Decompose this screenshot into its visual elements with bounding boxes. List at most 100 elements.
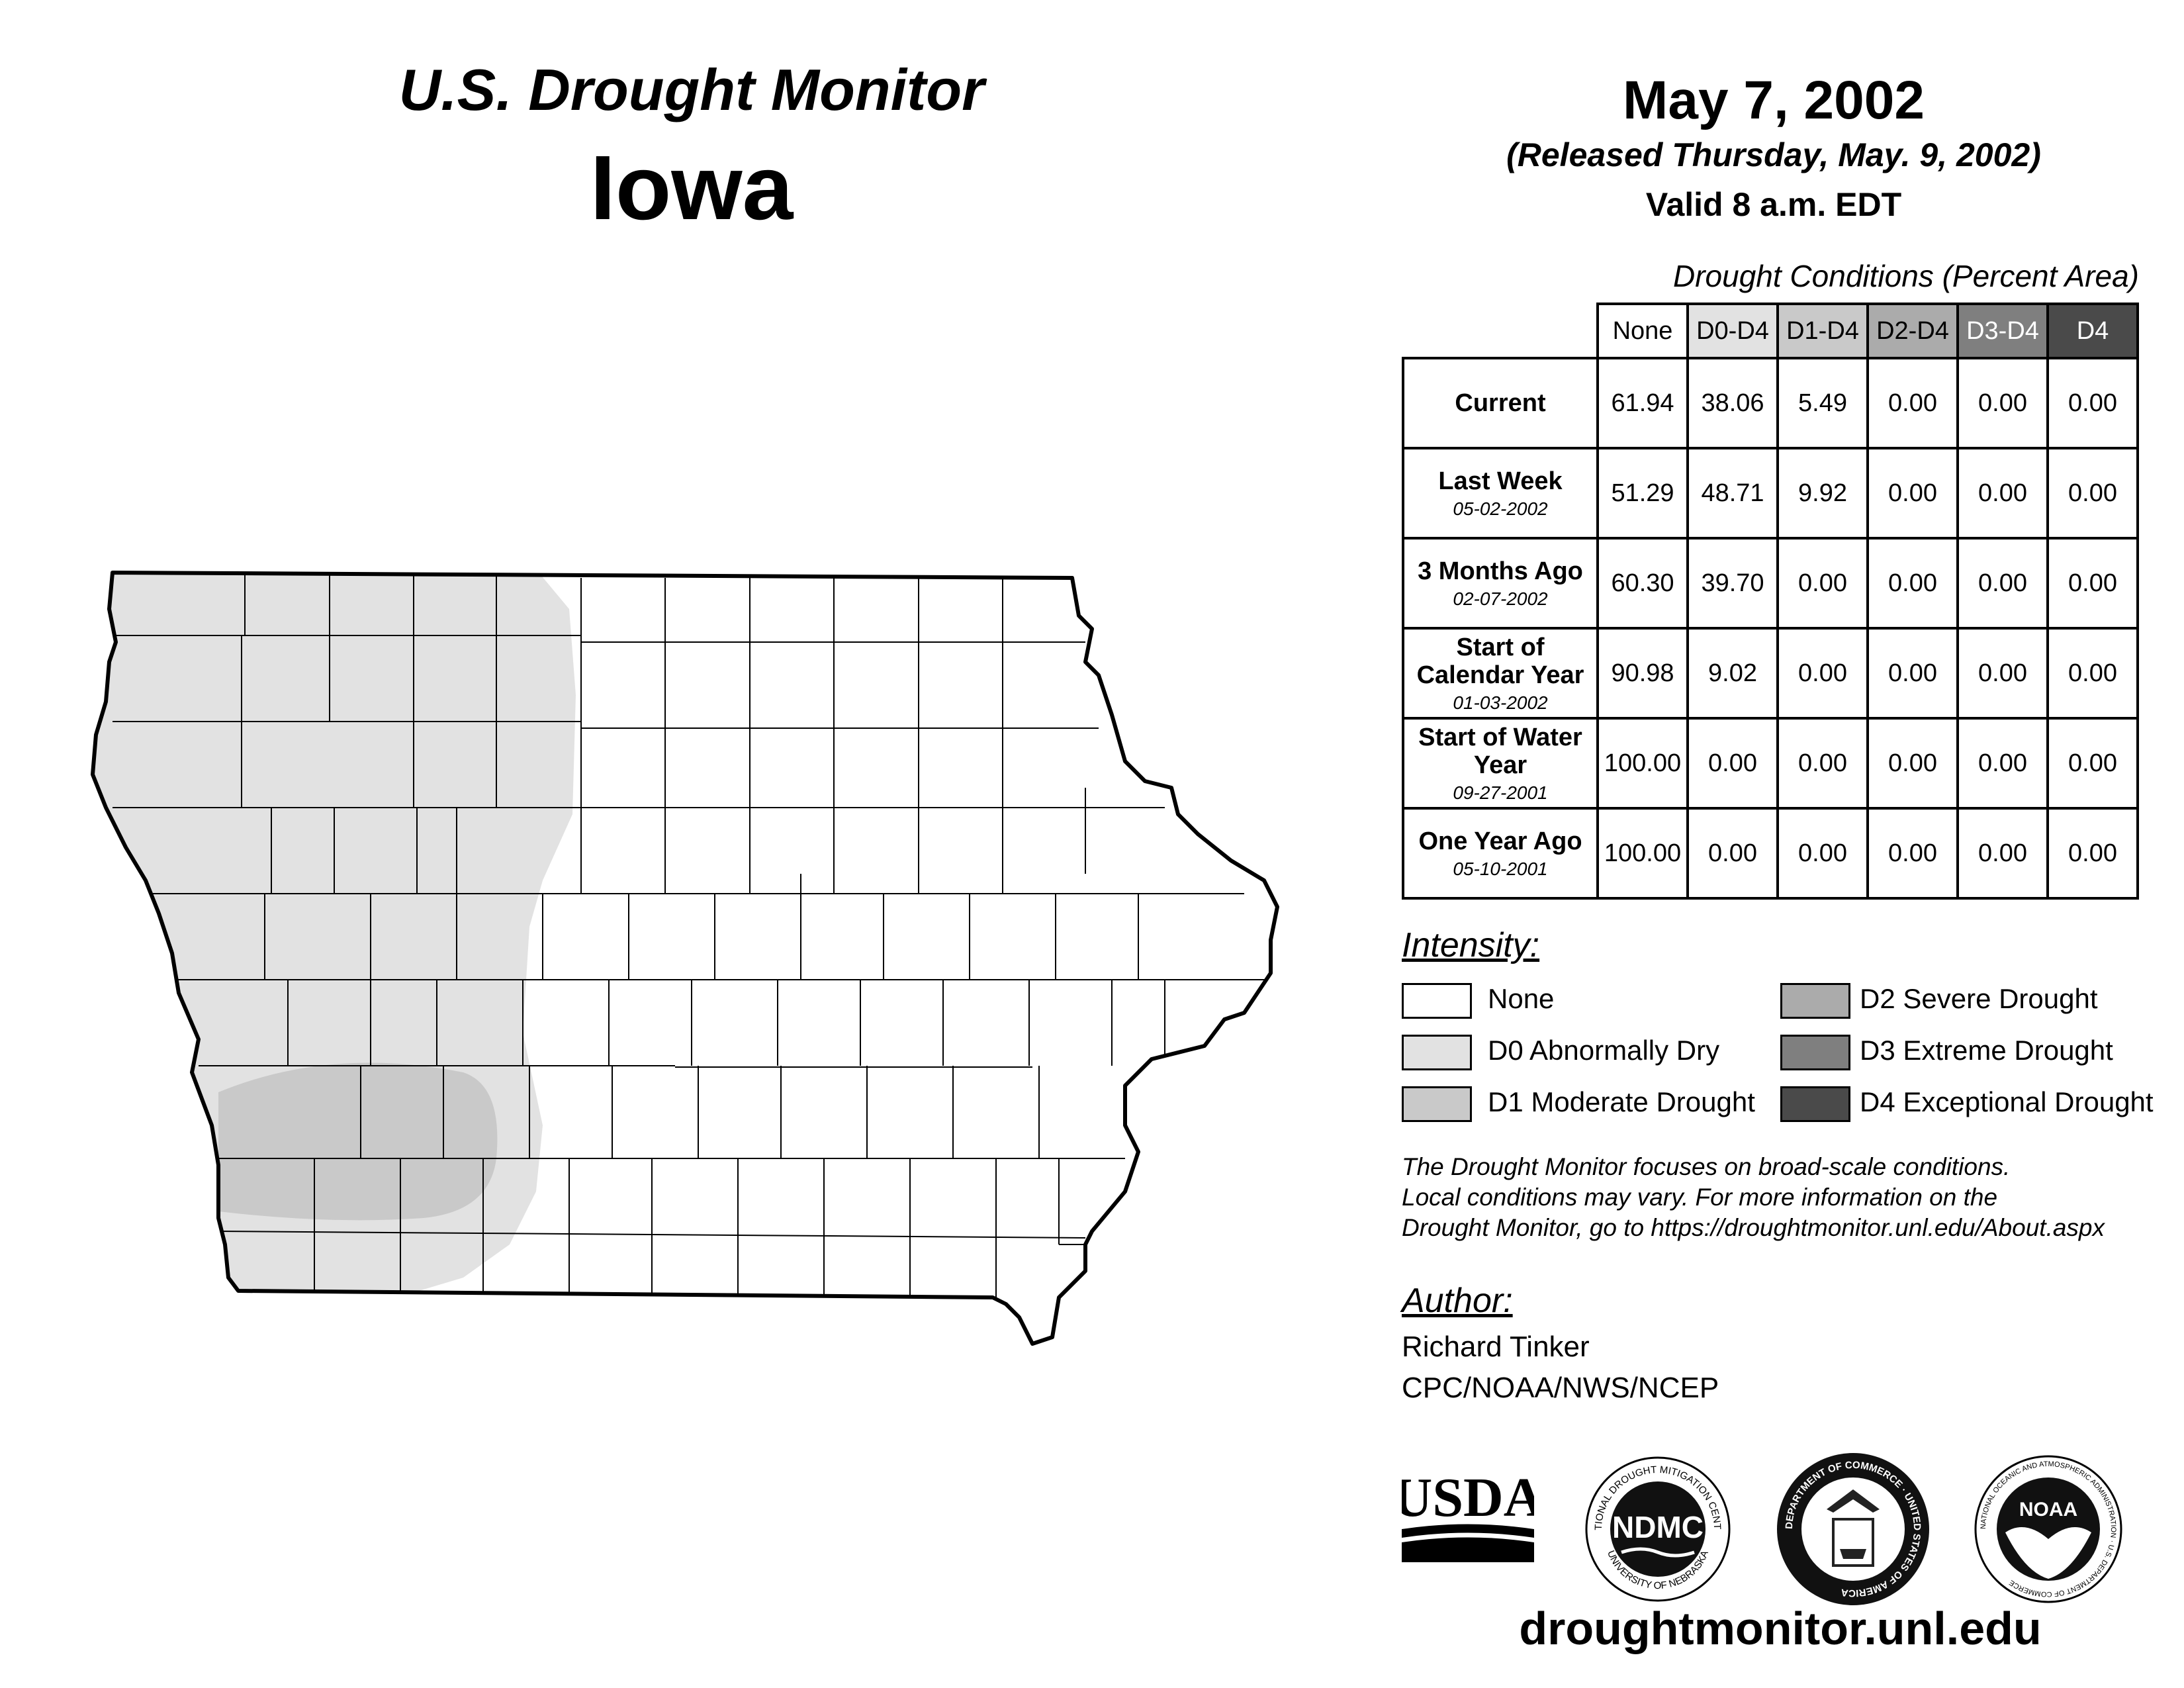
col-header-d0-d4: D0-D4 (1686, 303, 1779, 359)
note-line: Drought Monitor, go to https://droughtmo… (1402, 1214, 2105, 1241)
table-cell: 0.00 (1686, 717, 1779, 810)
table-header-row: None D0-D4 D1-D4 D2-D4 D3-D4 D4 (1403, 303, 2139, 359)
valid-time: Valid 8 a.m. EDT (1645, 186, 1902, 223)
row-label-date: 05-02-2002 (1453, 498, 1548, 519)
shield-icon (1832, 1518, 1874, 1567)
table-row: One Year Ago 05-10-2001 100.00 0.00 0.00 … (1402, 807, 2139, 900)
legend-swatch (1780, 1035, 1850, 1070)
noaa-logo: NATIONAL OCEANIC AND ATMOSPHERIC ADMINIS… (1974, 1455, 2122, 1603)
iowa-outline (91, 571, 1279, 1346)
col-header-none: None (1596, 303, 1689, 359)
note-line: Local conditions may vary. For more info… (1402, 1184, 1998, 1211)
table-cell: 0.00 (1866, 807, 1959, 900)
table-row: Start of Water Year 09-27-2001 100.00 0.0… (1402, 717, 2139, 810)
row-label: 3 Months Ago 02-07-2002 (1402, 537, 1599, 630)
table-cell: 90.98 (1596, 627, 1689, 720)
table-cell: 48.71 (1686, 447, 1779, 539)
row-label: Start of Water Year 09-27-2001 (1402, 717, 1599, 810)
row-label-name: Start of Calendar Year (1416, 633, 1584, 690)
iowa-drought-map (91, 571, 1279, 1346)
legend-swatch (1402, 1086, 1472, 1122)
row-label-date: 02-07-2002 (1453, 588, 1548, 609)
map-date: May 7, 2002 (1623, 70, 1925, 130)
legend-label: D0 Abnormally Dry (1488, 1035, 1720, 1066)
table-cell: 0.00 (2046, 537, 2139, 630)
table-cell: 0.00 (1776, 717, 1869, 810)
legend-title: Intensity: (1402, 926, 1540, 964)
row-label-name: Start of Water Year (1418, 723, 1582, 780)
row-label-name: Last Week (1438, 467, 1563, 496)
table-cell: 0.00 (2046, 447, 2139, 539)
legend-swatch (1780, 1086, 1850, 1122)
table-cell: 0.00 (2046, 807, 2139, 900)
table-cell: 0.00 (1956, 807, 2049, 900)
row-label-date: 05-10-2001 (1453, 858, 1548, 879)
table-cell: 100.00 (1596, 807, 1689, 900)
footer-url[interactable]: droughtmonitor.unl.edu (1519, 1603, 2042, 1654)
author-org: CPC/NOAA/NWS/NCEP (1402, 1372, 1719, 1404)
table-cell: 0.00 (1956, 537, 2049, 630)
note-line: The Drought Monitor focuses on broad-sca… (1402, 1153, 2011, 1180)
table-cell: 9.02 (1686, 627, 1779, 720)
table-cell: 0.00 (1956, 357, 2049, 449)
usda-logo-text: USDA (1402, 1467, 1534, 1528)
row-label-date: 09-27-2001 (1453, 782, 1548, 803)
ndmc-logo-text: NDMC (1612, 1510, 1704, 1544)
disclaimer-note: The Drought Monitor focuses on broad-sca… (1402, 1152, 2184, 1243)
table-caption: Drought Conditions (Percent Area) (1673, 259, 2139, 293)
legend-label: None (1488, 983, 1555, 1014)
col-header-d1-d4: D1-D4 (1776, 303, 1869, 359)
row-label: One Year Ago 05-10-2001 (1402, 807, 1599, 900)
table-cell: 39.70 (1686, 537, 1779, 630)
table-cell: 61.94 (1596, 357, 1689, 449)
eagle-icon (1827, 1489, 1880, 1513)
d1-area (218, 1062, 498, 1221)
table-cell: 100.00 (1596, 717, 1689, 810)
row-label: Start of Calendar Year 01-03-2002 (1402, 627, 1599, 720)
ndmc-logo: NATIONAL DROUGHT MITIGATION CENTER UNIVE… (1582, 1453, 1731, 1602)
table-row: Last Week 05-02-2002 51.29 48.71 9.92 0.0… (1402, 447, 2139, 539)
table-cell: 0.00 (1776, 627, 1869, 720)
table-cell: 0.00 (1686, 807, 1779, 900)
table-row: 3 Months Ago 02-07-2002 60.30 39.70 0.00 … (1402, 537, 2139, 630)
col-header-d4: D4 (2046, 303, 2139, 359)
usda-logo: USDA (1402, 1467, 1534, 1562)
county-lines (113, 573, 1271, 1297)
release-date: (Released Thursday, May. 9, 2002) (1506, 136, 2041, 173)
doc-seal-logo: DEPARTMENT OF COMMERCE · UNITED STATES O… (1777, 1453, 1929, 1605)
table-cell: 0.00 (1956, 717, 2049, 810)
table-cell: 0.00 (1956, 627, 2049, 720)
legend-swatch (1780, 983, 1850, 1019)
legend-swatch (1402, 983, 1472, 1019)
col-header-d2-d4: D2-D4 (1866, 303, 1959, 359)
drought-conditions-table: None D0-D4 D1-D4 D2-D4 D3-D4 D4 Current … (1402, 303, 2139, 900)
col-header-d3-d4: D3-D4 (1956, 303, 2049, 359)
table-cell: 0.00 (2046, 627, 2139, 720)
row-label: Current (1402, 357, 1599, 449)
row-label-date: 01-03-2002 (1453, 692, 1548, 713)
row-label-name: One Year Ago (1418, 827, 1582, 856)
table-cell: 0.00 (1776, 537, 1869, 630)
table-cell: 0.00 (2046, 717, 2139, 810)
table-header-blank (1403, 304, 1598, 359)
table-cell: 0.00 (1866, 357, 1959, 449)
table-cell: 0.00 (1866, 717, 1959, 810)
legend-label: D4 Exceptional Drought (1860, 1086, 2154, 1117)
row-label-name: 3 Months Ago (1418, 557, 1583, 586)
table-row: Current 61.94 38.06 5.49 0.00 0.00 0.00 (1402, 357, 2139, 449)
author-title: Author: (1402, 1282, 1513, 1320)
legend-swatch (1402, 1035, 1472, 1070)
author-name: Richard Tinker (1402, 1331, 1590, 1363)
table-cell: 0.00 (2046, 357, 2139, 449)
table-cell: 60.30 (1596, 537, 1689, 630)
table-cell: 5.49 (1776, 357, 1869, 449)
table-cell: 38.06 (1686, 357, 1779, 449)
table-cell: 0.00 (1866, 447, 1959, 539)
legend-label: D3 Extreme Drought (1860, 1035, 2113, 1066)
noaa-logo-text: NOAA (2019, 1499, 2077, 1521)
table-cell: 0.00 (1866, 537, 1959, 630)
table-row: Start of Calendar Year 01-03-2002 90.98 9… (1402, 627, 2139, 720)
row-label: Last Week 05-02-2002 (1402, 447, 1599, 539)
table-cell: 51.29 (1596, 447, 1689, 539)
legend-label: D2 Severe Drought (1860, 983, 2098, 1014)
